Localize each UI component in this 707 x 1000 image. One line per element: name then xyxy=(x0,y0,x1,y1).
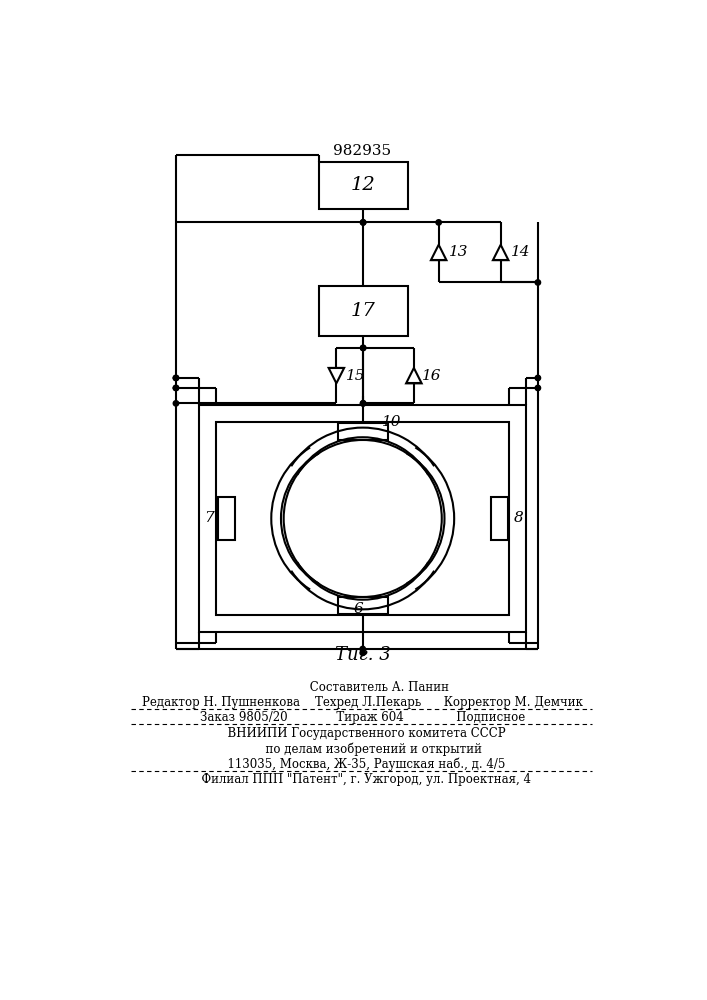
Circle shape xyxy=(361,220,366,225)
Text: Составитель А. Панин: Составитель А. Панин xyxy=(276,681,449,694)
Circle shape xyxy=(173,375,179,381)
Text: по делам изобретений и открытий: по делам изобретений и открытий xyxy=(243,742,482,756)
Circle shape xyxy=(361,345,366,351)
Circle shape xyxy=(361,401,366,406)
Text: 14: 14 xyxy=(510,245,530,259)
Text: 15: 15 xyxy=(346,369,366,383)
Circle shape xyxy=(173,385,179,391)
Bar xyxy=(491,497,508,540)
Text: 13: 13 xyxy=(449,245,468,259)
Circle shape xyxy=(361,220,366,225)
Text: 113035, Москва, Ж-35, Раушская наб., д. 4/5: 113035, Москва, Ж-35, Раушская наб., д. … xyxy=(220,758,506,771)
Text: 12: 12 xyxy=(351,176,375,194)
Circle shape xyxy=(361,345,366,351)
Text: Τиг. 3: Τиг. 3 xyxy=(335,646,390,664)
Text: 17: 17 xyxy=(351,302,375,320)
Text: 6: 6 xyxy=(354,602,363,616)
Circle shape xyxy=(535,385,541,391)
Bar xyxy=(319,286,408,336)
Circle shape xyxy=(535,375,541,381)
Circle shape xyxy=(173,385,179,391)
Text: Редактор Н. Пушненкова    Техред Л.Пекарь      Корректор М. Демчик: Редактор Н. Пушненкова Техред Л.Пекарь К… xyxy=(142,696,583,709)
Text: 10: 10 xyxy=(382,415,402,429)
Circle shape xyxy=(360,646,366,652)
Text: 7: 7 xyxy=(204,511,214,525)
Bar xyxy=(319,162,408,209)
Circle shape xyxy=(173,401,179,406)
Text: 16: 16 xyxy=(421,369,441,383)
Circle shape xyxy=(360,650,366,656)
Bar xyxy=(216,422,509,615)
Circle shape xyxy=(173,375,179,381)
Circle shape xyxy=(436,220,441,225)
Text: Заказ 9805/20             Тираж 604              Подписное: Заказ 9805/20 Тираж 604 Подписное xyxy=(200,711,525,724)
Bar xyxy=(337,423,388,440)
Bar xyxy=(199,405,526,632)
Circle shape xyxy=(535,280,541,285)
Text: 982935: 982935 xyxy=(333,144,391,158)
Text: Филиал ППП "Патент", г. Ужгород, ул. Проектная, 4: Филиал ППП "Патент", г. Ужгород, ул. Про… xyxy=(194,773,531,786)
Bar xyxy=(337,597,388,614)
Text: ВНИИПИ Государственного комитета СССР: ВНИИПИ Государственного комитета СССР xyxy=(220,727,506,740)
Circle shape xyxy=(361,401,366,406)
Text: 8: 8 xyxy=(514,511,524,525)
Bar xyxy=(218,497,235,540)
